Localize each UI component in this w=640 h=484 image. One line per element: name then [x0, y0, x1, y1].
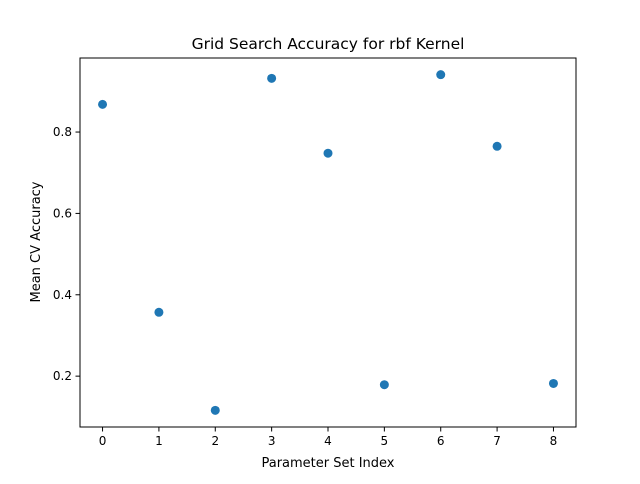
x-tick-label: 2	[211, 434, 219, 448]
x-tick-label: 1	[155, 434, 163, 448]
data-point	[267, 73, 277, 83]
data-points	[98, 70, 558, 415]
x-tick-label: 6	[437, 434, 445, 448]
y-tick-label: 0.4	[53, 288, 72, 302]
x-axis-label: Parameter Set Index	[261, 456, 394, 471]
x-axis-ticks: 0 1 2 3 4 5 6 7 8	[99, 427, 558, 448]
data-point	[492, 141, 502, 151]
x-tick-label: 3	[268, 434, 276, 448]
data-point	[210, 405, 220, 415]
y-tick-label: 0.8	[53, 125, 72, 139]
data-point	[154, 307, 164, 317]
y-tick-label: 0.2	[53, 369, 72, 383]
x-tick-label: 5	[381, 434, 389, 448]
y-axis-ticks: 0.2 0.4 0.6 0.8	[53, 125, 80, 383]
data-point	[436, 70, 446, 80]
data-point	[379, 380, 389, 390]
x-tick-label: 7	[493, 434, 501, 448]
y-tick-label: 0.6	[53, 206, 72, 220]
data-point	[323, 148, 333, 158]
data-point	[548, 378, 558, 388]
plot-area-frame	[79, 57, 577, 428]
y-axis-label: Mean CV Accuracy	[29, 181, 44, 302]
data-point	[98, 99, 108, 109]
x-tick-label: 0	[99, 434, 107, 448]
x-tick-label: 4	[324, 434, 332, 448]
chart-title: Grid Search Accuracy for rbf Kernel	[192, 35, 465, 53]
x-tick-label: 8	[550, 434, 558, 448]
